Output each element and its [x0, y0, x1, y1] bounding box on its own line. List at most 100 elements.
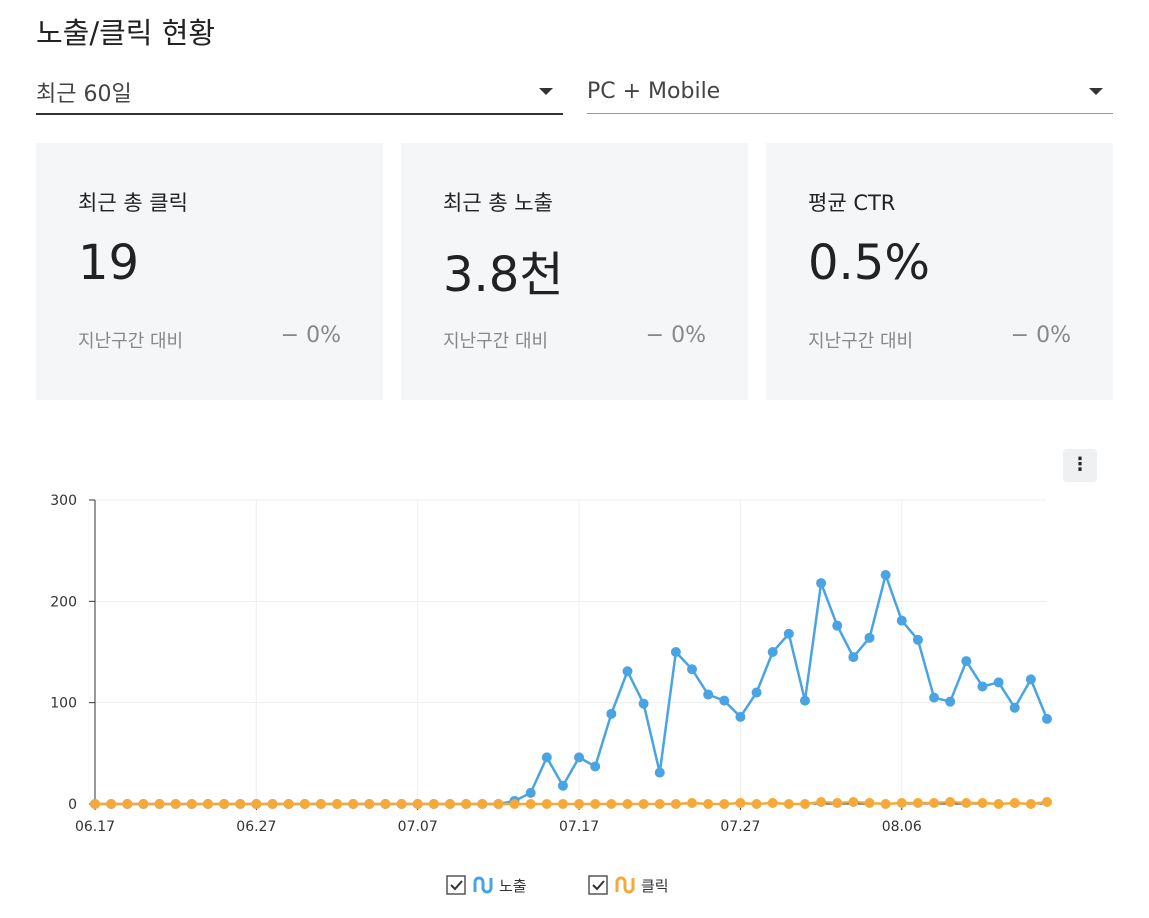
- data-point: [687, 664, 698, 675]
- data-point: [90, 799, 100, 809]
- select-label: 최근 60일: [36, 81, 132, 107]
- data-point: [138, 799, 149, 809]
- data-point: [783, 799, 794, 809]
- data-point: [654, 799, 665, 809]
- change: − 0%: [645, 323, 706, 348]
- data-point: [364, 799, 375, 809]
- data-point: [638, 698, 649, 709]
- data-point: [283, 799, 294, 809]
- data-point: [799, 695, 810, 706]
- data-point: [332, 799, 343, 809]
- period-select[interactable]: 최근 60일: [36, 70, 563, 115]
- select-label: PC + Mobile: [587, 79, 721, 104]
- data-point: [1025, 674, 1036, 685]
- y-tick-label: 100: [50, 696, 77, 712]
- legend-label: 클릭: [641, 877, 669, 895]
- data-point: [654, 767, 665, 778]
- data-point: [1042, 713, 1052, 724]
- data-point: [444, 799, 455, 809]
- data-point: [816, 796, 827, 807]
- legend-item[interactable]: 노출: [446, 875, 527, 895]
- card-value: 3.8천: [443, 247, 564, 303]
- data-point: [670, 647, 681, 657]
- data-point: [428, 799, 439, 809]
- card-value: 19: [78, 235, 140, 291]
- data-point: [961, 797, 972, 808]
- data-point: [1025, 799, 1036, 809]
- data-point: [880, 569, 891, 580]
- data-point: [525, 787, 536, 798]
- data-point: [219, 799, 230, 809]
- data-point: [945, 696, 956, 707]
- data-point: [912, 797, 923, 808]
- data-point: [799, 799, 810, 809]
- data-point: [929, 797, 940, 808]
- data-point: [396, 799, 407, 809]
- data-point: [832, 797, 843, 808]
- y-tick-label: 300: [50, 493, 77, 509]
- menu-button[interactable]: ⋮: [1063, 449, 1097, 482]
- stat-card: 평균 CTR 0.5% 지난구간 대비 − 0%: [766, 143, 1113, 400]
- data-point: [977, 681, 988, 692]
- data-point: [509, 799, 520, 809]
- data-point: [880, 799, 891, 809]
- data-point: [380, 799, 391, 809]
- data-point: [348, 799, 359, 809]
- change: − 0%: [280, 323, 341, 348]
- data-point: [557, 799, 568, 809]
- data-point: [993, 799, 1004, 809]
- stat-card: 최근 총 노출 3.8천 지난구간 대비 − 0%: [401, 143, 748, 400]
- check: [450, 880, 463, 891]
- data-point: [590, 761, 601, 772]
- data-point: [170, 799, 181, 809]
- data-point: [687, 797, 698, 808]
- legend-checkbox: [446, 875, 466, 895]
- data-point: [912, 634, 923, 645]
- data-point: [122, 799, 133, 809]
- data-point: [945, 796, 956, 807]
- card-value: 0.5%: [808, 235, 930, 291]
- data-point: [251, 799, 262, 809]
- data-point: [541, 752, 552, 763]
- data-point: [767, 647, 778, 657]
- data-point: [267, 799, 278, 809]
- data-point: [299, 799, 310, 809]
- data-point: [816, 578, 827, 589]
- data-point: [751, 799, 762, 809]
- data-point: [848, 652, 859, 663]
- caret: [1089, 88, 1103, 95]
- data-point: [703, 689, 714, 700]
- card-label: 최근 총 노출: [443, 191, 553, 215]
- data-point: [235, 799, 246, 809]
- data-point: [606, 799, 617, 809]
- data-point: [735, 797, 746, 808]
- page-title: 노출/클릭 현황: [36, 16, 216, 50]
- data-point: [525, 799, 536, 809]
- data-point: [606, 708, 617, 719]
- card-label: 최근 총 클릭: [78, 191, 188, 215]
- data-point: [154, 799, 165, 809]
- compare-label: 지난구간 대비: [808, 331, 914, 352]
- data-point: [622, 799, 633, 809]
- device-select[interactable]: PC + Mobile: [587, 70, 1113, 114]
- data-point: [703, 799, 714, 809]
- data-point: [751, 687, 762, 698]
- data-point: [590, 799, 601, 809]
- x-tick-label: 06.27: [236, 819, 276, 835]
- data-point: [622, 666, 633, 677]
- stat-card: 최근 총 클릭 19 지난구간 대비 − 0%: [36, 143, 383, 400]
- x-tick-label: 07.27: [720, 819, 760, 835]
- data-point: [670, 799, 681, 809]
- data-point: [557, 780, 568, 791]
- data-point: [315, 799, 326, 809]
- data-point: [574, 799, 585, 809]
- legend-item[interactable]: 클릭: [588, 875, 669, 895]
- data-point: [541, 799, 552, 809]
- card-label: 평균 CTR: [808, 191, 896, 215]
- data-point: [848, 796, 859, 807]
- data-point: [186, 799, 197, 809]
- data-point: [767, 797, 778, 808]
- data-point: [719, 799, 730, 809]
- legend-swatch: [615, 876, 635, 894]
